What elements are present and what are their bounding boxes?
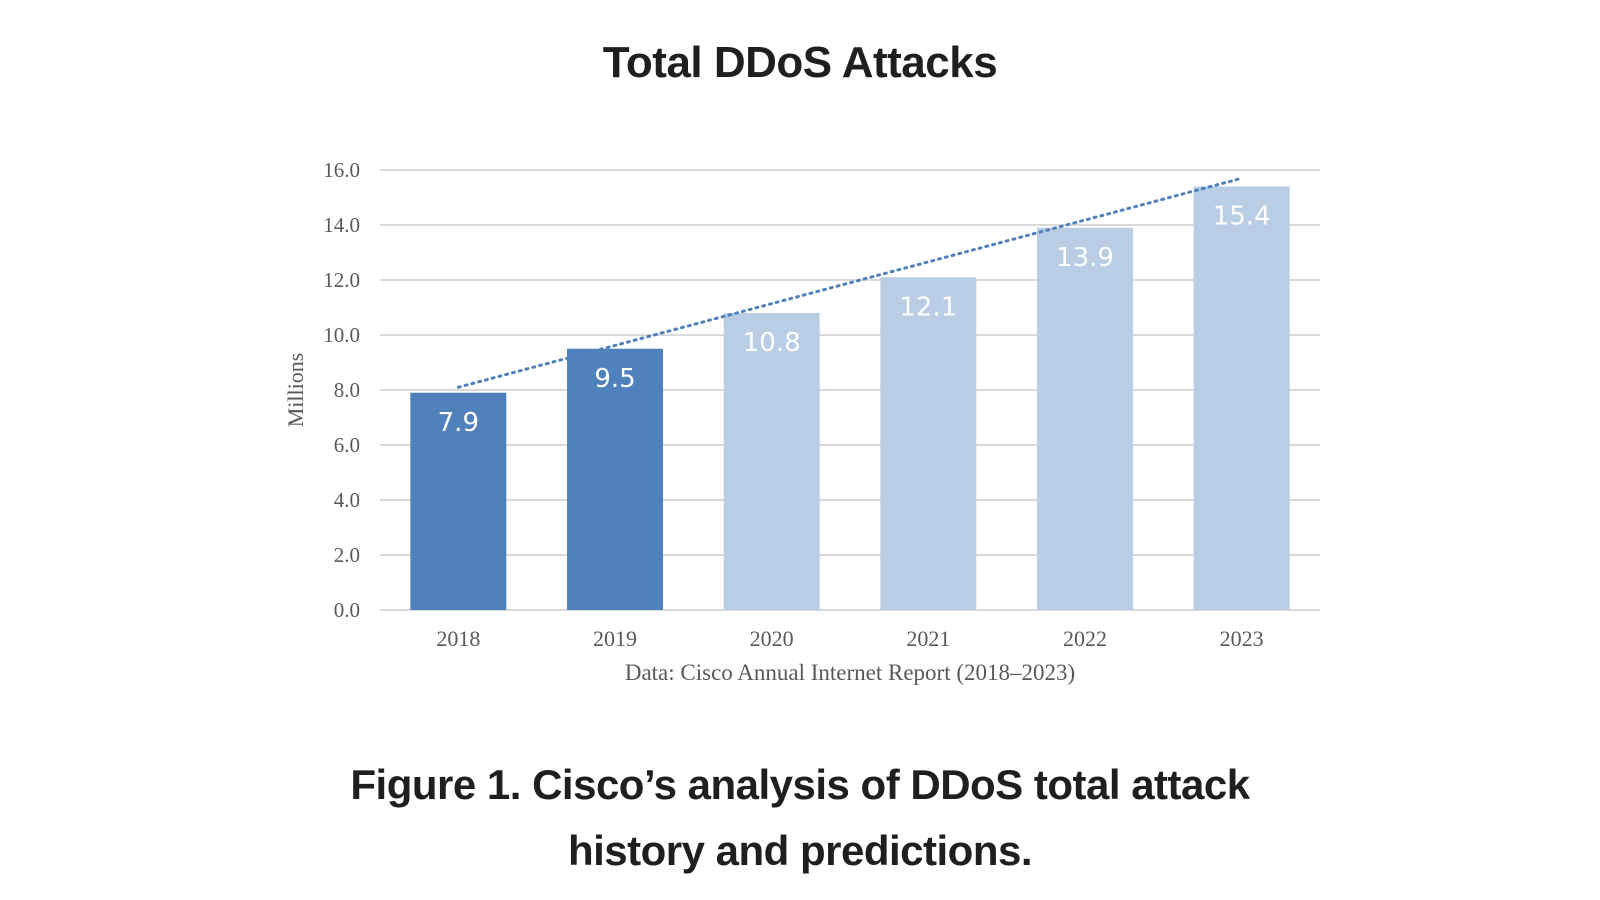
bar-2021 (880, 277, 977, 610)
y-tick-label: 16.0 (323, 158, 360, 182)
x-tick-label: 2021 (906, 626, 950, 651)
chart-title: Total DDoS Attacks (602, 38, 998, 87)
y-tick-label: 0.0 (334, 598, 360, 622)
y-tick-label: 14.0 (323, 213, 360, 237)
bar-2023 (1193, 186, 1290, 610)
x-tick-label: 2020 (750, 626, 794, 651)
x-tick-label: 2023 (1220, 626, 1264, 651)
bar-2020 (723, 313, 820, 610)
x-tick-label: 2019 (593, 626, 637, 651)
x-tick-label: 2018 (436, 626, 480, 651)
data-label-2023: 15.4 (1213, 202, 1271, 232)
data-label-2022: 13.9 (1056, 243, 1114, 273)
caption-line-2: history and predictions. (567, 827, 1033, 874)
y-tick-label: 8.0 (334, 378, 360, 402)
bars (410, 186, 1290, 610)
x-tick-label: 2022 (1063, 626, 1107, 651)
data-label-2021: 12.1 (899, 292, 957, 322)
y-tick-label: 10.0 (323, 323, 360, 347)
gridlines (380, 169, 1320, 611)
trendline (456, 176, 1244, 389)
y-axis-label: Millions (283, 353, 308, 428)
y-axis-ticks: 0.0 2.0 4.0 6.0 8.0 10.0 12.0 14.0 16.0 (323, 158, 360, 622)
x-axis-label: Data: Cisco Annual Internet Report (2018… (625, 660, 1075, 685)
data-label-2018: 7.9 (438, 408, 479, 438)
y-tick-label: 12.0 (323, 268, 360, 292)
data-label-2019: 9.5 (594, 364, 635, 394)
bar-chart: 0.0 2.0 4.0 6.0 8.0 10.0 12.0 14.0 16.0 7.9 9.5 10… (283, 158, 1320, 685)
data-labels: 7.9 9.5 10.8 12.1 13.9 15.4 (438, 202, 1271, 438)
y-tick-label: 4.0 (334, 488, 360, 512)
figure-caption: Figure 1. Cisco’s analysis of DDoS total… (0, 752, 1600, 884)
caption-line-1: Figure 1. Cisco’s analysis of DDoS total… (350, 761, 1250, 808)
data-label-2020: 10.8 (743, 328, 801, 358)
x-axis-ticks: 2018 2019 2020 2021 2022 2023 (436, 626, 1263, 651)
y-tick-label: 2.0 (334, 543, 360, 567)
bar-2022 (1037, 227, 1133, 610)
bar-2019 (567, 348, 663, 610)
y-tick-label: 6.0 (334, 433, 360, 457)
bar-2018 (410, 392, 507, 610)
